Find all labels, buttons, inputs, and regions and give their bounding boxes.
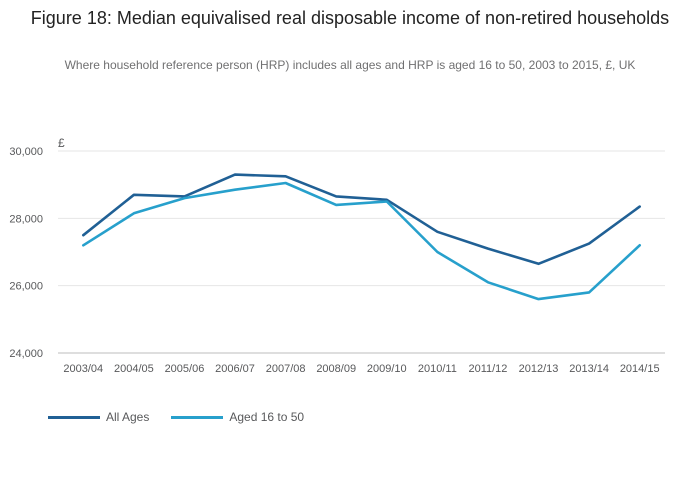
y-tick-label: 28,000: [9, 213, 43, 225]
y-tick-label: 30,000: [9, 146, 43, 158]
series-line-all-ages[interactable]: [82, 173, 642, 266]
x-tick-label: 2010/11: [418, 363, 457, 375]
legend-label-all-ages: All Ages: [106, 410, 150, 424]
x-tick-label: 2012/13: [519, 363, 559, 375]
gridlines: [58, 150, 665, 287]
chart-title: Figure 18: Median equivalised real dispo…: [30, 8, 670, 28]
x-tick-label: 2007/08: [266, 363, 306, 375]
x-tick-label: 2003/04: [63, 363, 103, 375]
x-tick-label: 2013/14: [569, 363, 609, 375]
x-tick-label: 2006/07: [215, 363, 255, 375]
y-tick-label: 26,000: [9, 281, 43, 293]
legend-item-all-ages[interactable]: All Ages: [48, 410, 149, 424]
x-tick-labels: 2003/04 2004/05 2005/06 2006/07 2007/08 2008/…: [63, 363, 659, 375]
legend-swatch-aged-16-to-50: [171, 415, 224, 419]
y-tick-label: 24,000: [9, 348, 43, 360]
x-tick-label: 2005/06: [165, 363, 205, 375]
legend-label-aged-16-to-50: Aged 16 to 50: [229, 410, 305, 424]
series-line-aged-16-to-50[interactable]: [82, 181, 642, 301]
x-tick-label: 2008/09: [316, 363, 356, 375]
legend: All Ages Aged 16 to 50: [48, 408, 326, 426]
x-tick-label: 2009/10: [367, 363, 407, 375]
y-tick-labels: 24,000 26,000 28,000 30,000: [9, 146, 43, 360]
x-tick-label: 2004/05: [114, 363, 154, 375]
x-tick-label: 2011/12: [468, 363, 507, 375]
y-axis-label: £: [58, 136, 65, 150]
x-tick-label: 2014/15: [620, 363, 660, 375]
legend-swatch-all-ages: [48, 415, 100, 419]
legend-item-aged-16-to-50[interactable]: Aged 16 to 50: [171, 410, 304, 424]
series-lines: [82, 173, 642, 301]
chart-subtitle: Where household reference person (HRP) i…: [64, 58, 636, 72]
